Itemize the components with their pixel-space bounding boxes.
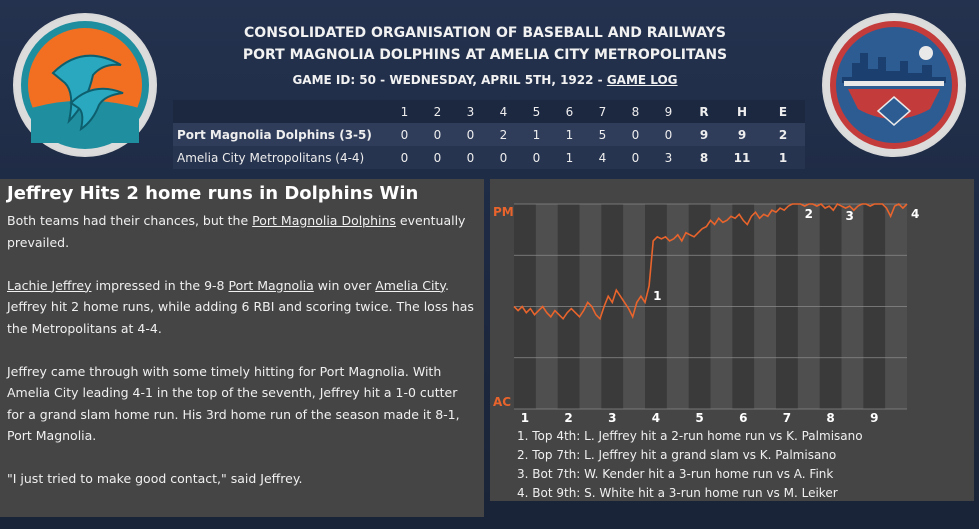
article-body: Both teams had their chances, but the Po… <box>7 210 477 511</box>
x-tick-label: 3 <box>608 411 616 425</box>
chart-bottom-label: AC <box>493 395 511 409</box>
total-h: 9 <box>723 123 761 146</box>
line-score-header-cell: 6 <box>553 100 586 123</box>
game-info: GAME ID: 50 - WEDNESDAY, APRIL 5TH, 1922… <box>180 73 790 87</box>
dolphins-logo-icon <box>13 13 157 157</box>
x-tick-label: 5 <box>695 411 703 425</box>
win-probability-line <box>513 202 908 321</box>
x-tick-label: 7 <box>783 411 791 425</box>
line-score-header-cell: 5 <box>520 100 553 123</box>
team-link-port-magnolia-dolphins[interactable]: Port Magnolia Dolphins <box>252 213 396 228</box>
inning-score: 2 <box>487 123 520 146</box>
home-run-entry: 3. Bot 7th: W. Kender hit a 3-run home r… <box>517 467 834 481</box>
total-r: 8 <box>685 146 723 169</box>
line-score-header-cell: 4 <box>487 100 520 123</box>
article-text: impressed in the 9-8 <box>91 277 229 293</box>
game-info-text: GAME ID: 50 - WEDNESDAY, APRIL 5TH, 1922… <box>292 73 607 87</box>
home-run-marker: 4 <box>911 207 919 221</box>
article-text: eventually prevailed. <box>7 213 466 250</box>
line-score-row: Port Magnolia Dolphins (3-5) 0 0 0 2 1 1 5 0 0 9 9 2 <box>173 123 805 146</box>
inning-score: 0 <box>388 123 421 146</box>
line-score-team-name[interactable]: Amelia City Metropolitans (4-4) <box>173 146 388 169</box>
matchup-title: PORT MAGNOLIA DOLPHINS AT AMELIA CITY ME… <box>242 47 728 63</box>
team-link-port-magnolia[interactable]: Port Magnolia <box>228 277 314 293</box>
home-run-entry: 4. Bot 9th: S. White hit a 3-run home ru… <box>517 486 838 500</box>
line-score-header-cell: 8 <box>619 100 652 123</box>
total-e: 1 <box>761 146 805 169</box>
home-run-marker: 2 <box>805 207 813 221</box>
player-link-lachie-jeffrey[interactable]: Lachie Jeffrey <box>7 277 92 293</box>
line-score-header-cell: R <box>685 100 723 123</box>
home-run-marker: 3 <box>846 209 854 223</box>
inning-score: 0 <box>520 146 553 169</box>
home-run-marker: 1 <box>653 289 661 303</box>
inning-score: 5 <box>586 123 619 146</box>
win-probability-panel: 1 2 3 4 PM AC 1 2 3 4 5 6 7 8 9 1. Top 4th: L. Jeff… <box>490 179 974 501</box>
total-r: 9 <box>685 123 723 146</box>
total-h: 11 <box>723 146 761 169</box>
chart-top-label: PM <box>493 205 514 219</box>
x-tick-label: 6 <box>739 411 747 425</box>
x-tick-label: 8 <box>826 411 834 425</box>
line-score-team-name[interactable]: Port Magnolia Dolphins (3-5) <box>173 123 388 146</box>
article-text: Both teams had their chances, but the <box>7 213 253 228</box>
inning-score: 1 <box>553 123 586 146</box>
line-score-header-cell: 3 <box>454 100 487 123</box>
inning-score: 0 <box>619 146 652 169</box>
article-paragraph-2: Lachie Jeffrey impressed in the 9-8 Port… <box>7 275 477 340</box>
inning-score: 0 <box>454 146 487 169</box>
inning-score: 0 <box>454 123 487 146</box>
inning-score: 0 <box>388 146 421 169</box>
line-score-header-cell: 2 <box>421 100 454 123</box>
league-title: CONSOLIDATED ORGANISATION OF BASEBALL AN… <box>244 25 726 41</box>
inning-score: 0 <box>421 123 454 146</box>
inning-score: 1 <box>520 123 553 146</box>
line-score-header-cell: 7 <box>586 100 619 123</box>
line-score-header-cell: H <box>723 100 761 123</box>
article-paragraph-4: "I just tried to make good contact," sai… <box>7 471 303 486</box>
article-text: . Jeffrey hit 2 home runs, while adding … <box>7 277 474 336</box>
article-text: win over <box>313 277 376 293</box>
inning-score: 3 <box>652 146 685 169</box>
win-probability-chart: 1 2 3 4 PM AC 1 2 3 4 5 6 7 8 9 <box>493 202 919 425</box>
inning-score: 0 <box>619 123 652 146</box>
team-link-amelia-city[interactable]: Amelia City <box>375 277 445 293</box>
inning-score: 0 <box>487 146 520 169</box>
article-title: Jeffrey Hits 2 home runs in Dolphins Win <box>7 183 419 204</box>
inning-score: 0 <box>421 146 454 169</box>
x-tick-label: 1 <box>521 411 529 425</box>
home-run-entry: 2. Top 7th: L. Jeffrey hit a grand slam … <box>517 448 837 462</box>
home-run-entry: 1. Top 4th: L. Jeffrey hit a 2-run home … <box>517 429 863 443</box>
inning-score: 1 <box>553 146 586 169</box>
line-score-header-cell: 1 <box>388 100 421 123</box>
game-recap-panel: Jeffrey Hits 2 home runs in Dolphins Win… <box>0 179 484 517</box>
x-tick-label: 9 <box>870 411 878 425</box>
article-paragraph-1: Both teams had their chances, but the Po… <box>7 210 477 253</box>
line-score-corner <box>173 100 388 123</box>
home-run-list: 1. Top 4th: L. Jeffrey hit a 2-run home … <box>517 427 863 503</box>
inning-score: 4 <box>586 146 619 169</box>
total-e: 2 <box>761 123 805 146</box>
line-score-header-cell: E <box>761 100 805 123</box>
x-tick-label: 2 <box>564 411 572 425</box>
article-paragraph-3: Jeffrey came through with some timely hi… <box>7 363 460 444</box>
x-tick-label: 4 <box>652 411 660 425</box>
inning-score: 0 <box>652 123 685 146</box>
game-log-link[interactable]: GAME LOG <box>606 73 678 87</box>
line-score-header-cell: 9 <box>652 100 685 123</box>
line-score-row: Amelia City Metropolitans (4-4) 0 0 0 0 0 1 4 0 3… <box>173 146 805 169</box>
metropolitans-logo-icon <box>822 13 966 157</box>
